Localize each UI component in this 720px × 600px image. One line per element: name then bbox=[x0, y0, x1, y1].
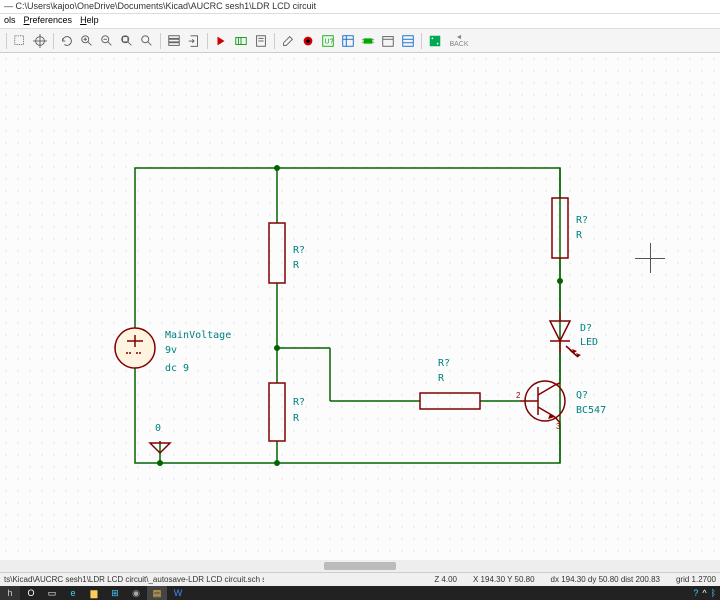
zoom-out-icon[interactable] bbox=[98, 32, 116, 50]
led-symbol bbox=[550, 313, 581, 357]
tray-chevron-icon[interactable]: ^ bbox=[702, 588, 706, 598]
source-val: 9v bbox=[165, 345, 177, 356]
erc-icon[interactable] bbox=[299, 32, 317, 50]
task-cortana[interactable]: O bbox=[21, 586, 41, 600]
component-table-icon[interactable] bbox=[399, 32, 417, 50]
back-icon[interactable]: ◄BACK bbox=[446, 32, 472, 50]
sim-settings-icon[interactable] bbox=[232, 32, 250, 50]
leave-sheet-icon[interactable] bbox=[185, 32, 203, 50]
schematic-canvas[interactable]: MainVoltage 9v dc 9 R? R R? R R? R R? R bbox=[0, 53, 720, 560]
edit-icon[interactable] bbox=[279, 32, 297, 50]
titlebar: — C:\Users\kajoo\OneDrive\Documents\Kica… bbox=[0, 0, 720, 14]
calendar-icon[interactable] bbox=[379, 32, 397, 50]
r4-ref: R? bbox=[576, 215, 588, 226]
r4-val: R bbox=[576, 230, 583, 241]
status-dxy: dx 194.30 dy 50.80 dist 200.83 bbox=[551, 575, 660, 584]
statusbar: ts\Kicad\AUCRC sesh1\LDR LCD circuit\_au… bbox=[0, 572, 720, 586]
task-taskview[interactable]: ▭ bbox=[42, 586, 62, 600]
r2-val: R bbox=[293, 413, 300, 424]
zoom-in-icon[interactable] bbox=[78, 32, 96, 50]
tray-help-icon[interactable]: ? bbox=[693, 588, 698, 598]
status-grid: grid 1.2700 bbox=[676, 575, 716, 584]
hierarchy-icon[interactable] bbox=[165, 32, 183, 50]
menubar: ols Preferences Help bbox=[0, 14, 720, 29]
status-file: ts\Kicad\AUCRC sesh1\LDR LCD circuit\_au… bbox=[4, 575, 264, 584]
pcb-icon[interactable] bbox=[426, 32, 444, 50]
footprint-icon[interactable] bbox=[359, 32, 377, 50]
toolbar: U? ◄BACK bbox=[0, 29, 720, 53]
scrollbar-thumb[interactable] bbox=[324, 562, 396, 570]
menu-ols[interactable]: ols bbox=[4, 15, 16, 27]
taskbar: h O ▭ e ▆ ⊞ ◉ ▤ W ? ^ ᛒ bbox=[0, 586, 720, 600]
status-xy: X 194.30 Y 50.80 bbox=[473, 575, 535, 584]
source-spice: dc 9 bbox=[165, 363, 189, 374]
refresh-icon[interactable] bbox=[58, 32, 76, 50]
target-icon[interactable] bbox=[31, 32, 49, 50]
schematic-svg: MainVoltage 9v dc 9 R? R R? R R? R R? R bbox=[0, 53, 720, 560]
menu-help[interactable]: Help bbox=[80, 15, 99, 27]
annotate-icon[interactable]: U? bbox=[319, 32, 337, 50]
r3-val: R bbox=[438, 373, 445, 384]
svg-text:U?: U? bbox=[325, 38, 334, 45]
tray-bluetooth-icon[interactable]: ᛒ bbox=[711, 588, 716, 598]
status-zoom: Z 4.00 bbox=[434, 575, 457, 584]
led-ref: D? bbox=[580, 323, 592, 334]
zoom-fit-icon[interactable] bbox=[118, 32, 136, 50]
r1-val: R bbox=[293, 260, 300, 271]
r1-ref: R? bbox=[293, 245, 305, 256]
task-edge[interactable]: e bbox=[63, 586, 83, 600]
task-word[interactable]: W bbox=[168, 586, 188, 600]
menu-preferences[interactable]: Preferences bbox=[24, 15, 73, 27]
r2-ref: R? bbox=[293, 397, 305, 408]
run-icon[interactable] bbox=[212, 32, 230, 50]
system-tray[interactable]: ? ^ ᛒ bbox=[693, 588, 720, 598]
scrollbar-horizontal[interactable] bbox=[0, 560, 720, 572]
task-explorer[interactable]: ▆ bbox=[84, 586, 104, 600]
q-ref: Q? bbox=[576, 390, 588, 401]
bom-icon[interactable] bbox=[339, 32, 357, 50]
netlist-icon[interactable] bbox=[252, 32, 270, 50]
led-val: LED bbox=[580, 337, 598, 348]
zoom-select-icon[interactable] bbox=[11, 32, 29, 50]
transistor-symbol bbox=[520, 381, 565, 423]
svg-text:2: 2 bbox=[516, 391, 521, 400]
task-app[interactable]: h bbox=[0, 586, 20, 600]
gnd-label: 0 bbox=[155, 423, 161, 434]
task-steam[interactable]: ◉ bbox=[126, 586, 146, 600]
zoom-window-icon[interactable] bbox=[138, 32, 156, 50]
source-name: MainVoltage bbox=[165, 330, 231, 341]
q-val: BC547 bbox=[576, 405, 606, 416]
task-store[interactable]: ⊞ bbox=[105, 586, 125, 600]
task-kicad[interactable]: ▤ bbox=[147, 586, 167, 600]
svg-text:3: 3 bbox=[556, 422, 561, 431]
r3-ref: R? bbox=[438, 358, 450, 369]
